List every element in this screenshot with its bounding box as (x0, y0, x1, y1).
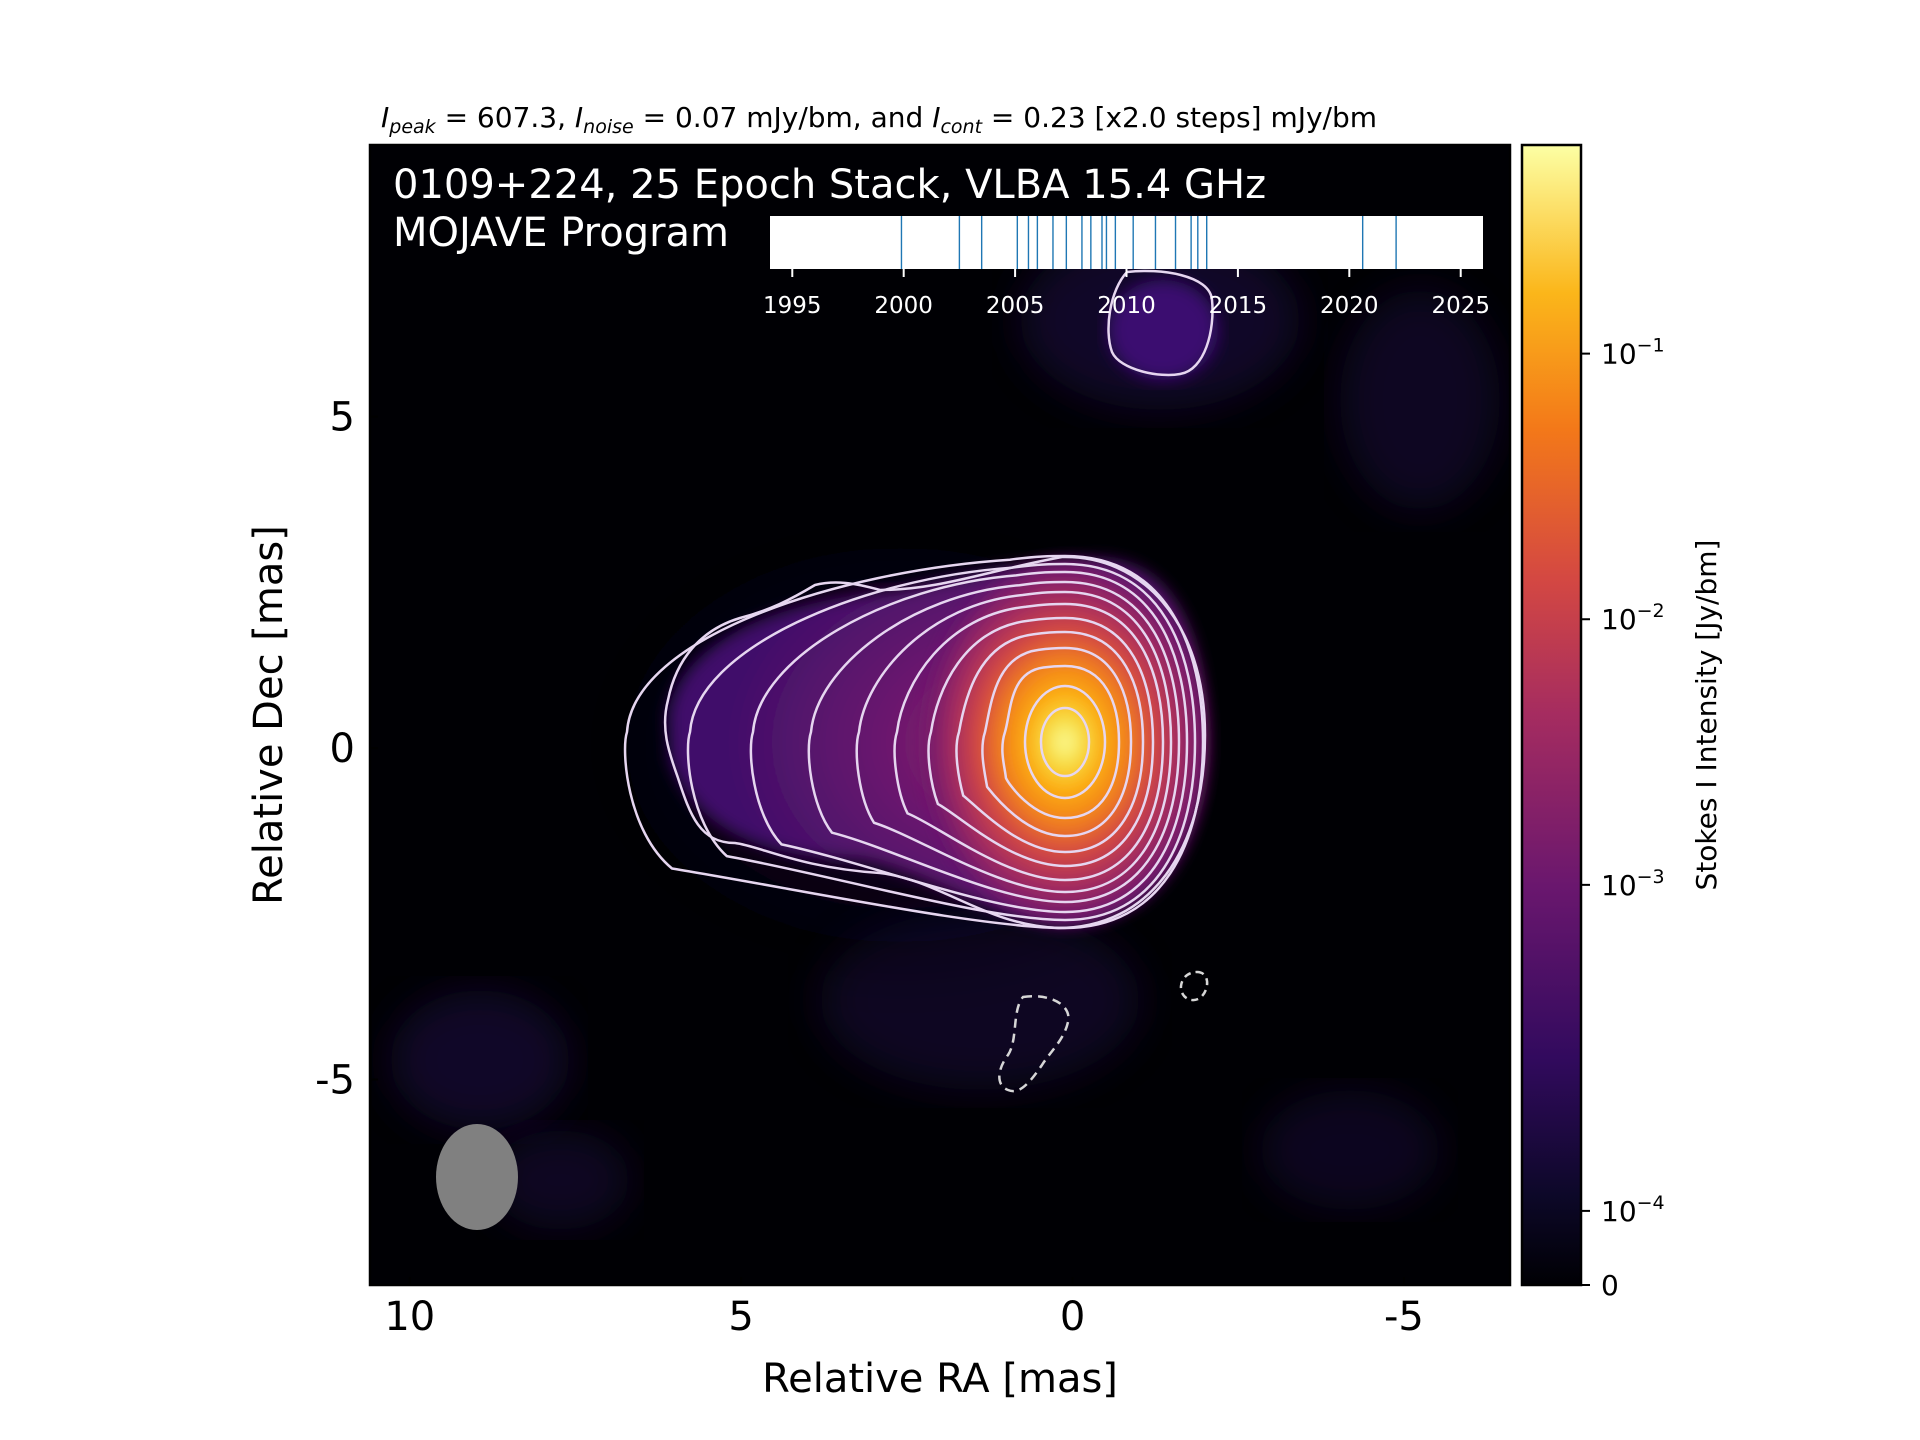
epoch-inset-frame (770, 216, 1483, 269)
contour-level (1039, 706, 1091, 778)
colorbar-tick-label: 10−3 (1601, 866, 1665, 902)
contour-level (955, 630, 1145, 854)
inset-tick-label: 2010 (1097, 293, 1156, 319)
y-axis-label: Relative Dec [mas] (246, 525, 292, 905)
contour-level (1001, 664, 1121, 820)
inset-tick-label: 1995 (763, 293, 822, 319)
x-tick-label: -5 (1384, 1294, 1424, 1340)
contour-level (927, 616, 1155, 868)
contour-level (749, 570, 1189, 914)
epoch-timeline-inset: 1995 2000 2005 2010 2015 2020 2025 (763, 216, 1490, 319)
contour-outer (663, 555, 1207, 930)
inset-tick-label: 2015 (1209, 293, 1268, 319)
inset-tick-label: 2025 (1431, 293, 1490, 319)
emission-layer (390, 230, 1500, 1230)
colorbar: 10−1 10−2 10−3 10−4 0 Stokes I Intensity [Jy… (1520, 143, 1723, 1302)
contour-level (623, 554, 1205, 930)
colorbar-tick-label: 0 (1601, 1269, 1619, 1302)
plot-frame (368, 143, 1512, 1287)
x-tick-label: 0 (1060, 1294, 1085, 1340)
colorbar-label: Stokes I Intensity [Jy/bm] (1690, 540, 1723, 891)
intensity-stats-header: Ipeak = 607.3, Inoise = 0.07 mJy/bm, and… (381, 101, 1377, 138)
colorbar-frame (1520, 143, 1583, 1287)
x-tick-label: 5 (728, 1294, 753, 1340)
source-title: 0109+224, 25 Epoch Stack, VLBA 15.4 GHz (393, 162, 1266, 208)
y-tick-label: 5 (330, 395, 355, 441)
negative-contour-small (1179, 970, 1209, 1002)
inset-tick-label: 2020 (1320, 293, 1379, 319)
contour-north-blob (1107, 269, 1214, 377)
restoring-beam (436, 1124, 518, 1230)
contour-level (893, 602, 1165, 882)
colorbar-tick-label: 10−4 (1601, 1192, 1665, 1228)
contour-level (807, 580, 1181, 904)
x-tick-label: 10 (384, 1294, 435, 1340)
inset-tick-label: 2005 (986, 293, 1045, 319)
contour-level (855, 590, 1173, 894)
contour-level (981, 646, 1133, 838)
colorbar-tick-label: 10−1 (1601, 335, 1665, 371)
colorbar-tick-label: 10−2 (1601, 600, 1665, 636)
program-title: MOJAVE Program (393, 210, 729, 256)
negative-contour-south (998, 994, 1070, 1093)
contour-level (686, 562, 1197, 922)
intensity-map-panel: 0109+224, 25 Epoch Stack, VLBA 15.4 GHz … (315, 143, 1512, 1340)
inset-tick-label: 2000 (874, 293, 933, 319)
colorbar-gradient (1522, 145, 1581, 1285)
y-tick-label: 0 (330, 726, 355, 772)
intensity-contours (623, 269, 1214, 930)
x-axis-label: Relative RA [mas] (762, 1356, 1118, 1402)
y-tick-label: -5 (315, 1058, 355, 1104)
contour-level (1023, 684, 1107, 800)
